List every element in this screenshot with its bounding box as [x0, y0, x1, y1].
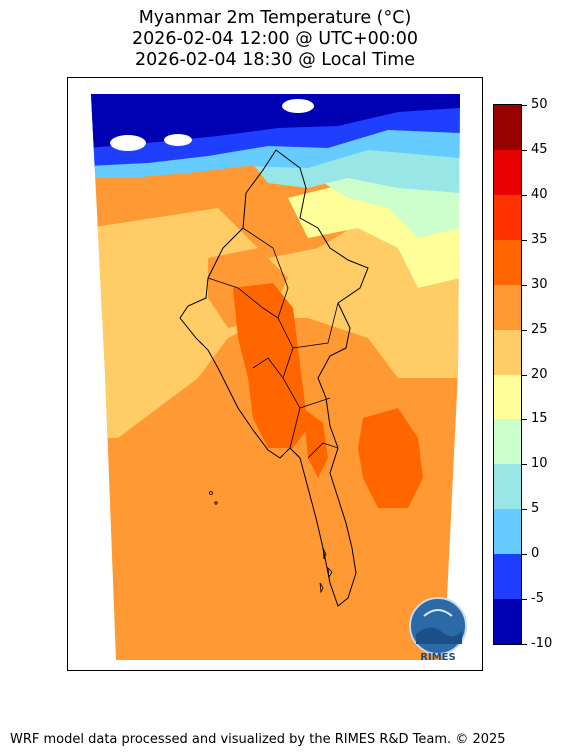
state-border — [207, 277, 279, 319]
state-border — [299, 397, 331, 409]
colorbar-tick-label: -10 — [531, 636, 553, 651]
field-30-35-dryzone — [233, 283, 308, 448]
state-border — [242, 227, 301, 449]
colorbar-tick-label: 20 — [531, 366, 548, 382]
colorbar-tick-label: 45 — [531, 141, 548, 157]
colorbar-tick-label: 15 — [531, 411, 548, 427]
temperature-map: RIMES — [91, 94, 467, 663]
footer-credit: WRF model data processed and visualized … — [10, 732, 506, 747]
colorbar-tick-label: 10 — [531, 456, 548, 472]
colorbar-bin — [494, 554, 521, 600]
colorbar-tick-label: 25 — [531, 321, 548, 337]
title-line-local: 2026-02-04 18:30 @ Local Time — [134, 50, 416, 70]
colorbar-bin — [494, 464, 521, 510]
colorbar-tick-mark — [522, 239, 527, 241]
colorbar-tick-label: 5 — [531, 501, 540, 517]
colorbar-tick-mark — [522, 284, 527, 286]
state-border — [307, 442, 339, 459]
colorbar-bin — [494, 374, 521, 420]
colorbar-tick-mark — [522, 329, 527, 331]
colorbar-tick-mark — [522, 599, 527, 601]
snow-patch — [282, 99, 314, 113]
snow-patch — [110, 135, 146, 151]
map-frame: RIMES — [67, 77, 483, 671]
colorbar-bin — [494, 105, 521, 151]
colorbar-tick-mark — [522, 149, 527, 151]
colorbar-tick-mark — [522, 644, 527, 645]
colorbar-tick-mark — [522, 464, 527, 466]
colorbar — [493, 104, 522, 645]
field-20-25 — [91, 208, 460, 438]
colorbar-tick-mark — [522, 194, 527, 196]
snow-patch — [164, 134, 192, 146]
colorbar-tick-label: 35 — [531, 231, 548, 247]
colorbar-bin — [494, 149, 521, 196]
title-line-utc: 2026-02-04 12:00 @ UTC+00:00 — [131, 29, 419, 49]
colorbar-bin — [494, 509, 521, 555]
colorbar-tick-mark — [522, 554, 527, 556]
colorbar-bin — [494, 194, 521, 241]
state-border — [292, 302, 339, 349]
logo-text: RIMES — [420, 652, 455, 663]
islands — [209, 491, 333, 594]
colorbar-tick-mark — [522, 419, 527, 421]
title-line-variable: Myanmar 2m Temperature (°C) — [138, 8, 412, 28]
rimes-logo — [409, 597, 467, 655]
colorbar-bin — [494, 419, 521, 465]
colorbar-bin — [494, 599, 521, 645]
colorbar-tick-label: 40 — [531, 186, 548, 202]
colorbar-bin — [494, 284, 521, 331]
field-30-35-east — [358, 408, 423, 508]
colorbar-tick-label: 50 — [531, 97, 548, 112]
colorbar-tick-mark — [522, 105, 527, 106]
field-30-35-south — [303, 408, 328, 478]
colorbar-tick-mark — [522, 509, 527, 511]
country-border-myanmar — [179, 149, 369, 607]
colorbar-bin — [494, 329, 521, 375]
colorbar-tick-label: 30 — [531, 276, 548, 292]
colorbar-tick-label: -5 — [531, 591, 544, 607]
state-border — [252, 357, 284, 379]
colorbar-bin — [494, 239, 521, 286]
chart-title: Myanmar 2m Temperature (°C) 2026-02-04 1… — [0, 8, 550, 71]
colorbar-tick-label: 0 — [531, 546, 540, 562]
colorbar-tick-mark — [522, 374, 527, 376]
